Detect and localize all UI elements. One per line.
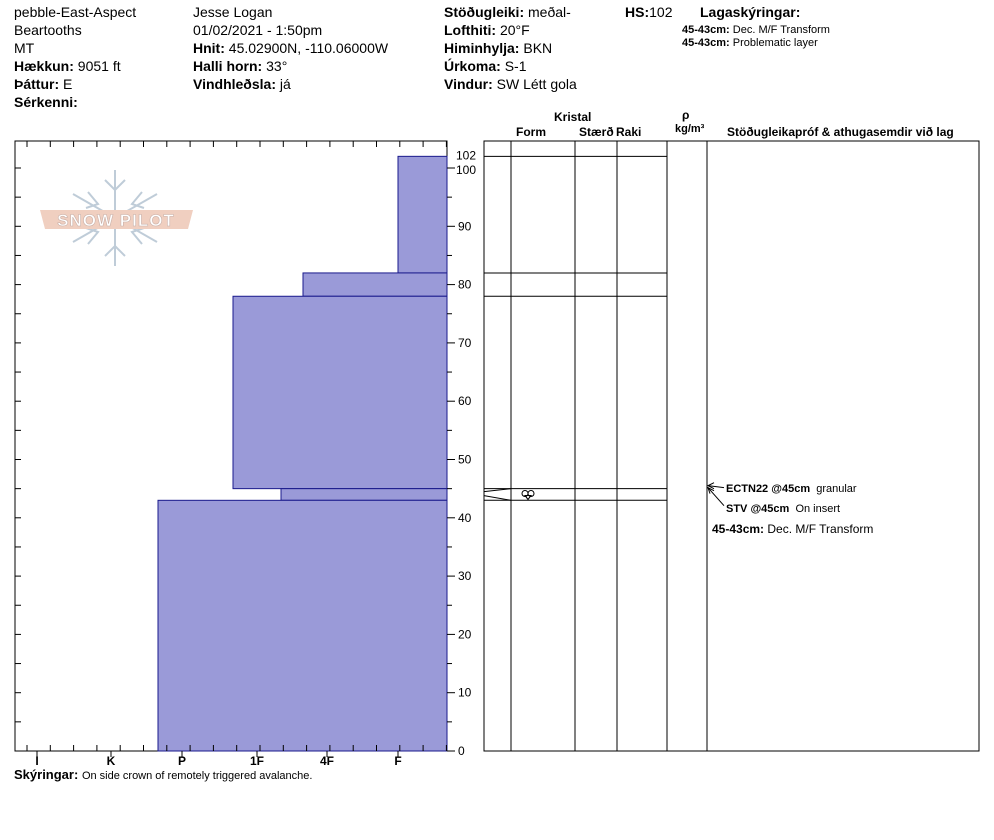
depth-tick-label: 100 — [456, 163, 476, 177]
coords-row: Hnit: 45.02900N, -110.06000W — [193, 39, 388, 57]
legend-title: Lagaskýringar: — [700, 4, 801, 20]
slope-row: Halli horn: 33° — [193, 57, 287, 75]
aspect-row: Þáttur: E — [14, 75, 72, 93]
hardness-layer-bar — [302, 272, 448, 297]
windload-row: Vindhleðsla: já — [193, 75, 291, 93]
test-arrow — [707, 487, 725, 506]
notes-text: On side crown of remotely triggered aval… — [81, 770, 313, 782]
layer-comment: 45-43cm: Dec. M/F Transform — [712, 522, 873, 536]
moisture-header: Raki — [616, 125, 642, 139]
slope-value: 33° — [266, 58, 288, 74]
coords-value: 45.02900N, -110.06000W — [228, 40, 389, 56]
hs-value: 102 — [649, 4, 673, 20]
boundary-connector — [483, 488, 512, 493]
layer-comment-range: 45-43cm: — [712, 522, 765, 536]
test-result-comment: granular — [816, 483, 857, 495]
windload-value: já — [279, 76, 291, 92]
boundary-connector — [483, 495, 512, 501]
sky-value: BKN — [523, 40, 553, 56]
hardness-tick-label: 1F — [250, 754, 264, 768]
legend-item-text: Problematic layer — [732, 37, 818, 49]
hardness-layer-bar — [157, 499, 448, 752]
test-result-code: STV @45cm — [726, 503, 790, 515]
features-label: Sérkenni: — [14, 94, 78, 110]
depth-tick-label: 70 — [458, 336, 472, 350]
depth-tick-label: 60 — [458, 394, 472, 408]
depth-tick-label: 80 — [458, 278, 472, 292]
test-result-comment: On insert — [795, 503, 841, 515]
layer-table-frame — [483, 140, 980, 752]
coords-label: Hnit: — [193, 40, 225, 56]
test-result: STV @45cm On insert — [726, 503, 840, 516]
legend-item: 45-43cm: Problematic layer — [682, 37, 818, 50]
wind-label: Vindur: — [444, 76, 493, 92]
observer-name: Jesse Logan — [193, 4, 273, 20]
hardness-tick-label: I — [35, 754, 38, 768]
tests-header: Stöðugleikapróf & athugasemdir við lag — [727, 125, 954, 139]
rho-header: ρ — [682, 108, 690, 122]
depth-tick-label: 102 — [456, 148, 476, 162]
grain-form-icon — [524, 494, 532, 501]
sky-label: Himinhylja: — [444, 40, 520, 56]
elevation-label: Hækkun: — [14, 58, 74, 74]
depth-tick-label: 20 — [458, 627, 472, 641]
legend-item-text: Dec. M/F Transform — [732, 24, 830, 36]
notes-label: Skýringar: — [14, 767, 79, 782]
elevation-value: 9051 ft — [77, 58, 121, 74]
legend-item-range: 45-43cm: — [682, 24, 730, 36]
test-arrow-head — [707, 486, 715, 494]
range-name: Beartooths — [14, 22, 82, 38]
kristal-header: Kristal — [554, 110, 592, 124]
hardness-tick-label: P — [178, 754, 186, 768]
stability-row: Stöðugleiki: meðal- — [444, 3, 571, 21]
stability-value: meðal- — [528, 4, 571, 20]
aspect-label: Þáttur: — [14, 76, 60, 92]
depth-tick-label: 10 — [458, 686, 472, 700]
windload-label: Vindhleðsla: — [193, 76, 276, 92]
depth-tick-label: 40 — [458, 511, 472, 525]
legend-item-range: 45-43cm: — [682, 37, 730, 49]
test-arrow — [707, 485, 725, 489]
form-header: Form — [516, 125, 546, 139]
hs-row: HS:102 — [625, 3, 672, 21]
hardness-layer-bar — [280, 488, 448, 501]
legend-item: 45-43cm: Dec. M/F Transform — [682, 24, 830, 37]
test-result: ECTN22 @45cm granular — [726, 483, 857, 496]
depth-tick-label: 90 — [458, 219, 472, 233]
wind-value: SW Létt gola — [496, 76, 577, 92]
depth-tick-label: 50 — [458, 453, 472, 467]
test-arrow-head — [706, 482, 715, 490]
hs-label: HS: — [625, 4, 650, 20]
elevation-row: Hækkun: 9051 ft — [14, 57, 121, 75]
airtemp-label: Lofthiti: — [444, 22, 497, 38]
precip-label: Úrkoma: — [444, 58, 501, 74]
hardness-tick-label: 4F — [320, 754, 334, 768]
density-unit-header: kg/m³ — [675, 123, 705, 135]
layer-comment-text: Dec. M/F Transform — [767, 522, 874, 536]
airtemp-row: Lofthiti: 20°F — [444, 21, 530, 39]
hardness-layer-bar — [232, 295, 448, 490]
precip-row: Úrkoma: S-1 — [444, 57, 526, 75]
airtemp-value: 20°F — [499, 22, 530, 38]
aspect-value: E — [63, 76, 73, 92]
site-name: pebble-East-Aspect — [14, 4, 137, 20]
test-result-code: ECTN22 @45cm — [726, 483, 811, 495]
precip-value: S-1 — [504, 58, 527, 74]
hardness-tick-label: F — [394, 754, 401, 768]
grain-form-icon — [527, 489, 535, 497]
features-row: Sérkenni: — [14, 93, 78, 111]
depth-tick-label: 30 — [458, 569, 472, 583]
hardness-tick-label: K — [107, 754, 116, 768]
state-name: MT — [14, 40, 35, 56]
notes-row: Skýringar: On side crown of remotely tri… — [14, 767, 312, 782]
stability-label: Stöðugleiki: — [444, 4, 525, 20]
hardness-layer-bar — [397, 155, 448, 274]
wind-row: Vindur: SW Létt gola — [444, 75, 577, 93]
sky-row: Himinhylja: BKN — [444, 39, 552, 57]
depth-tick-label: 0 — [458, 744, 465, 758]
size-header: Stærð — [579, 125, 614, 139]
observation-datetime: 01/02/2021 - 1:50pm — [193, 22, 323, 38]
slope-label: Halli horn: — [193, 58, 263, 74]
